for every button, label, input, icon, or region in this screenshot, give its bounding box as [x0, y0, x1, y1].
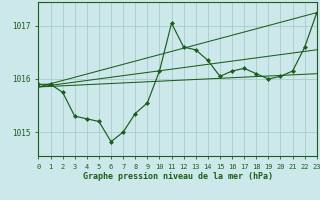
X-axis label: Graphe pression niveau de la mer (hPa): Graphe pression niveau de la mer (hPa): [83, 172, 273, 181]
